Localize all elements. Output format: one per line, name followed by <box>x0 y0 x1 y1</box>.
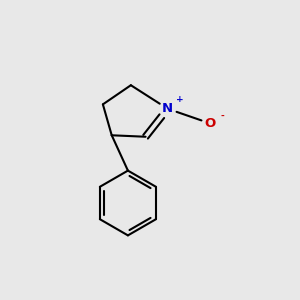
Text: N: N <box>162 102 173 115</box>
Text: -: - <box>221 112 225 121</box>
Text: O: O <box>205 117 216 130</box>
Text: +: + <box>176 95 184 104</box>
